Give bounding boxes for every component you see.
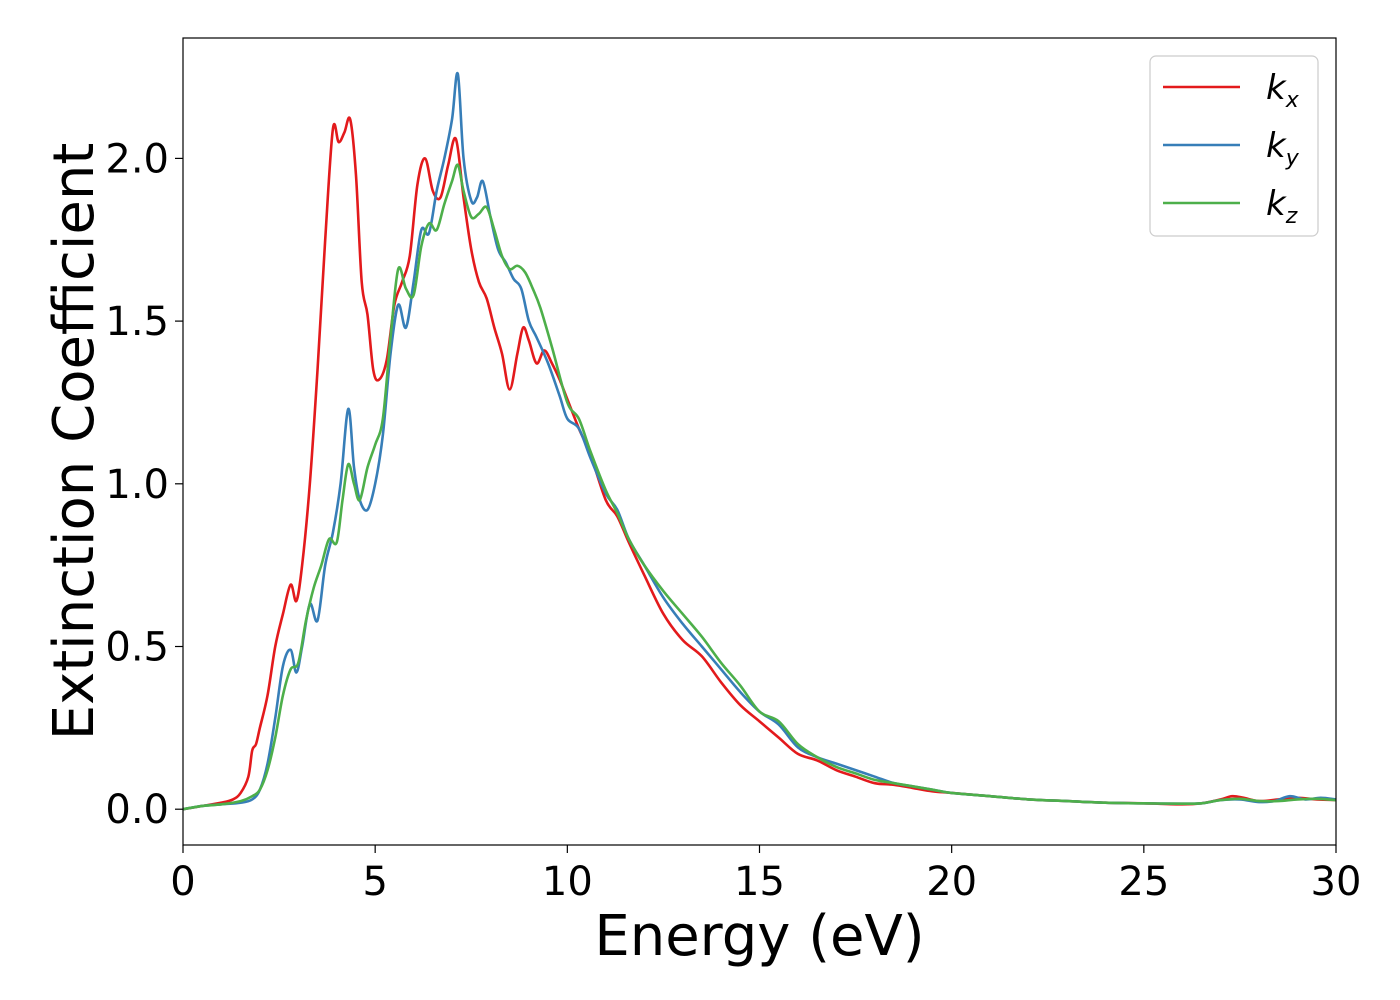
x-axis: 0 5 10 15 20 25 30 [170, 845, 1361, 905]
x-axis-label: Energy (eV) [594, 904, 924, 969]
x-tick-label: 10 [542, 859, 593, 905]
legend: kx ky kz [1149, 55, 1319, 237]
x-tick-label: 0 [170, 859, 195, 905]
y-tick-label: 0.0 [105, 787, 169, 833]
legend-label-kz: kz [1266, 184, 1298, 229]
x-tick-label: 25 [1118, 859, 1169, 905]
y-axis: 0.0 0.5 1.0 1.5 2.0 [105, 136, 183, 833]
legend-label-kx: kx [1266, 68, 1300, 113]
y-tick-label: 1.0 [105, 462, 169, 508]
x-tick-label: 20 [926, 859, 977, 905]
y-tick-label: 2.0 [105, 136, 169, 182]
legend-label-ky: ky [1266, 126, 1300, 171]
y-tick-label: 1.5 [105, 299, 169, 345]
y-axis-label: Extinction Coefficient [42, 143, 107, 741]
x-tick-label: 30 [1311, 859, 1362, 905]
series-layer [183, 72, 1336, 811]
series-line-kz [183, 163, 1336, 811]
x-tick-label: 15 [734, 859, 785, 905]
x-tick-label: 5 [362, 859, 387, 905]
y-tick-label: 0.5 [105, 625, 169, 671]
